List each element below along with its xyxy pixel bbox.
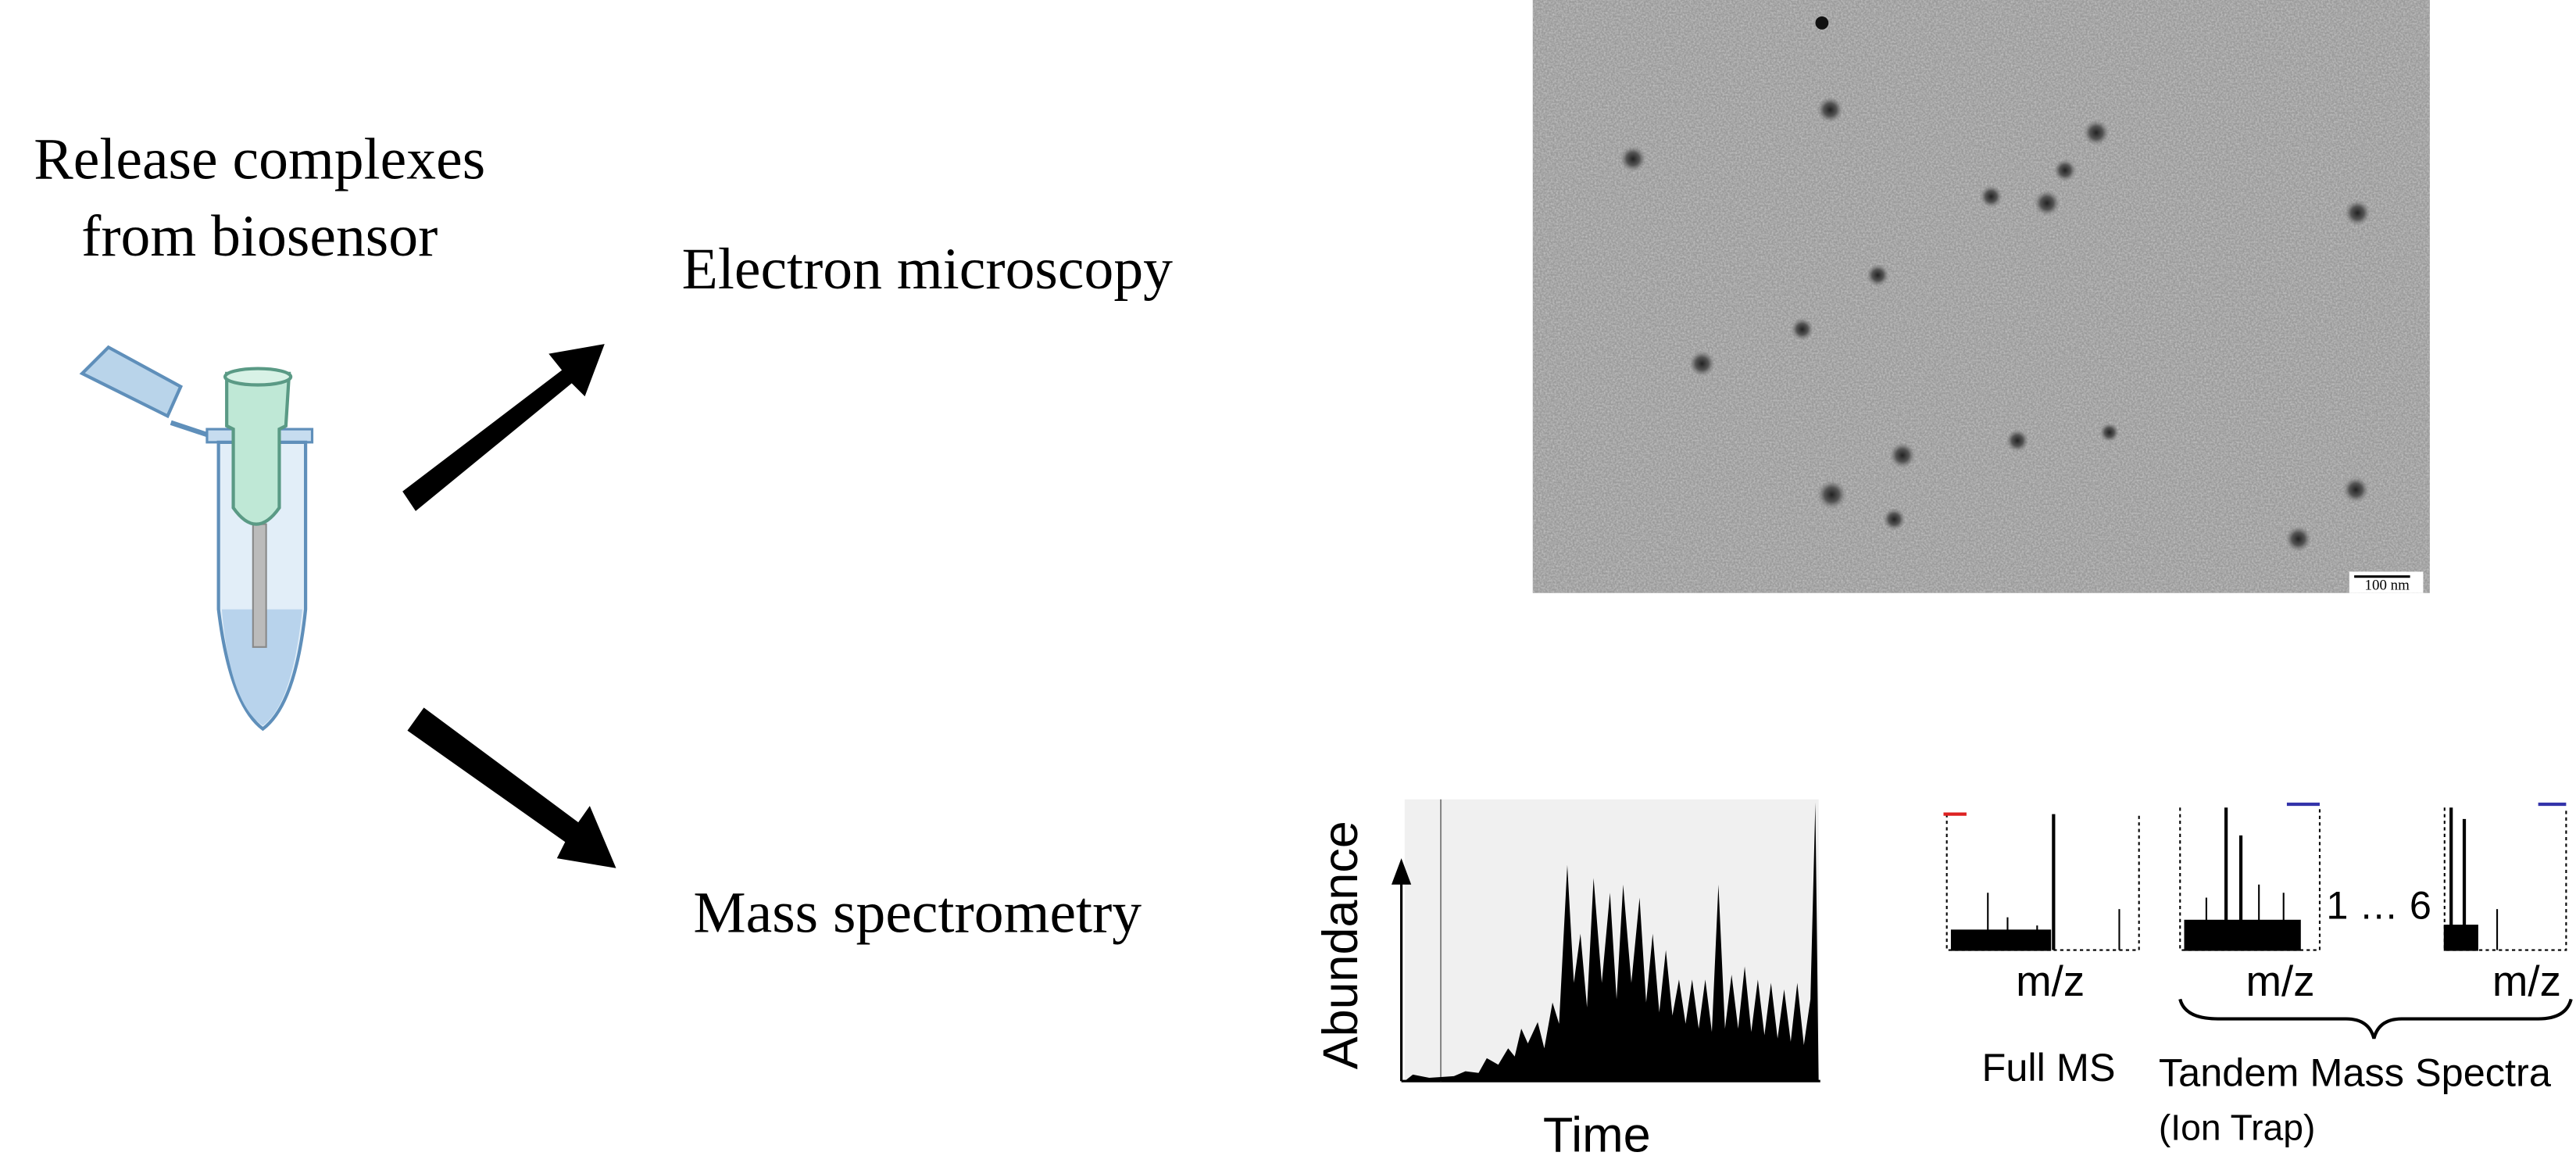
title-line: Release complexes [34,127,485,192]
x-axis-label: m/z [2246,957,2314,1005]
arrow [402,344,605,511]
spectra-range: 1 … 6 [2326,883,2431,928]
title-line: from biosensor [81,204,438,269]
branch-label: Electron microscopy [682,237,1174,302]
scale-bar-label: 100 nm [2365,578,2410,594]
x-axis-label: m/z [2016,957,2085,1005]
x-axis-label: m/z [2492,957,2561,1005]
panel-label: Full MS [1982,1045,2116,1090]
tube-icon [79,345,314,732]
y-axis-label: Abundance [1313,821,1368,1069]
spectra-panels [1943,802,2573,1040]
chromatogram [1391,799,1820,1082]
branch-label: Mass spectrometry [693,881,1142,946]
x-axis-label: Time [1543,1108,1651,1162]
panel-sublabel: (Ion Trap) [2159,1108,2315,1148]
panel-label: Tandem Mass Spectra [2159,1050,2552,1095]
micrograph [1532,0,2430,593]
arrow [407,707,616,868]
